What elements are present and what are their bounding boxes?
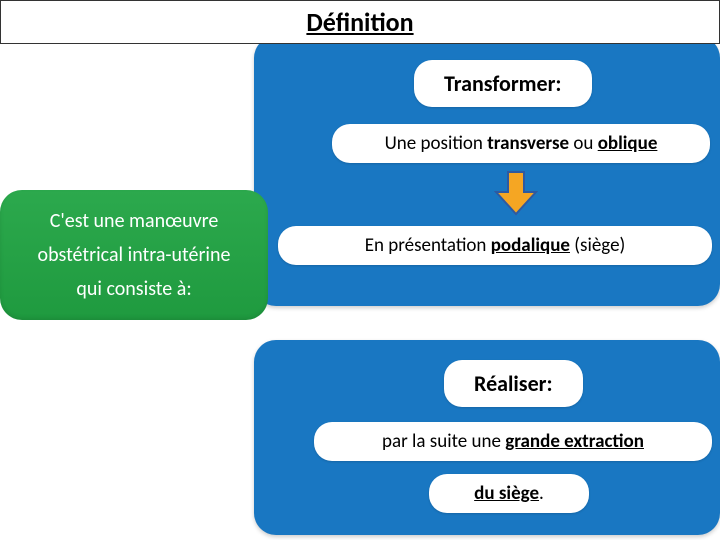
transformer-title-text: Transformer: <box>444 70 562 97</box>
transformer-line1: Une position transverse ou oblique <box>332 124 710 163</box>
realiser-title: Réaliser: <box>444 360 583 407</box>
panel-realiser: Réaliser: par la suite une grande extrac… <box>254 340 720 535</box>
transformer-line2: En présentation podalique (siège) <box>278 226 712 265</box>
transformer-line1-text: Une position transverse ou oblique <box>385 132 658 155</box>
realiser-line1: par la suite une grande extraction <box>314 422 712 461</box>
page-title: Définition <box>0 0 720 44</box>
panel-definition-left: C'est une manœuvre obstétrical intra-uté… <box>0 190 268 320</box>
realiser-line1-text: par la suite une grande extraction <box>382 430 644 453</box>
arrow-down-icon <box>494 170 538 216</box>
title-text: Définition <box>306 6 413 38</box>
realiser-line2: du siège. <box>429 474 589 513</box>
transformer-line2-text: En présentation podalique (siège) <box>365 234 626 257</box>
realiser-line2-text: du siège. <box>474 482 544 505</box>
left-line2: obstétrical intra-utérine <box>38 238 231 272</box>
transformer-title: Transformer: <box>414 60 592 107</box>
panel-transformer: Transformer: Une position transverse ou … <box>254 36 720 306</box>
left-line3: qui consiste à: <box>76 272 191 306</box>
left-line1: C'est une manœuvre <box>50 204 219 238</box>
realiser-title-text: Réaliser: <box>474 370 553 397</box>
